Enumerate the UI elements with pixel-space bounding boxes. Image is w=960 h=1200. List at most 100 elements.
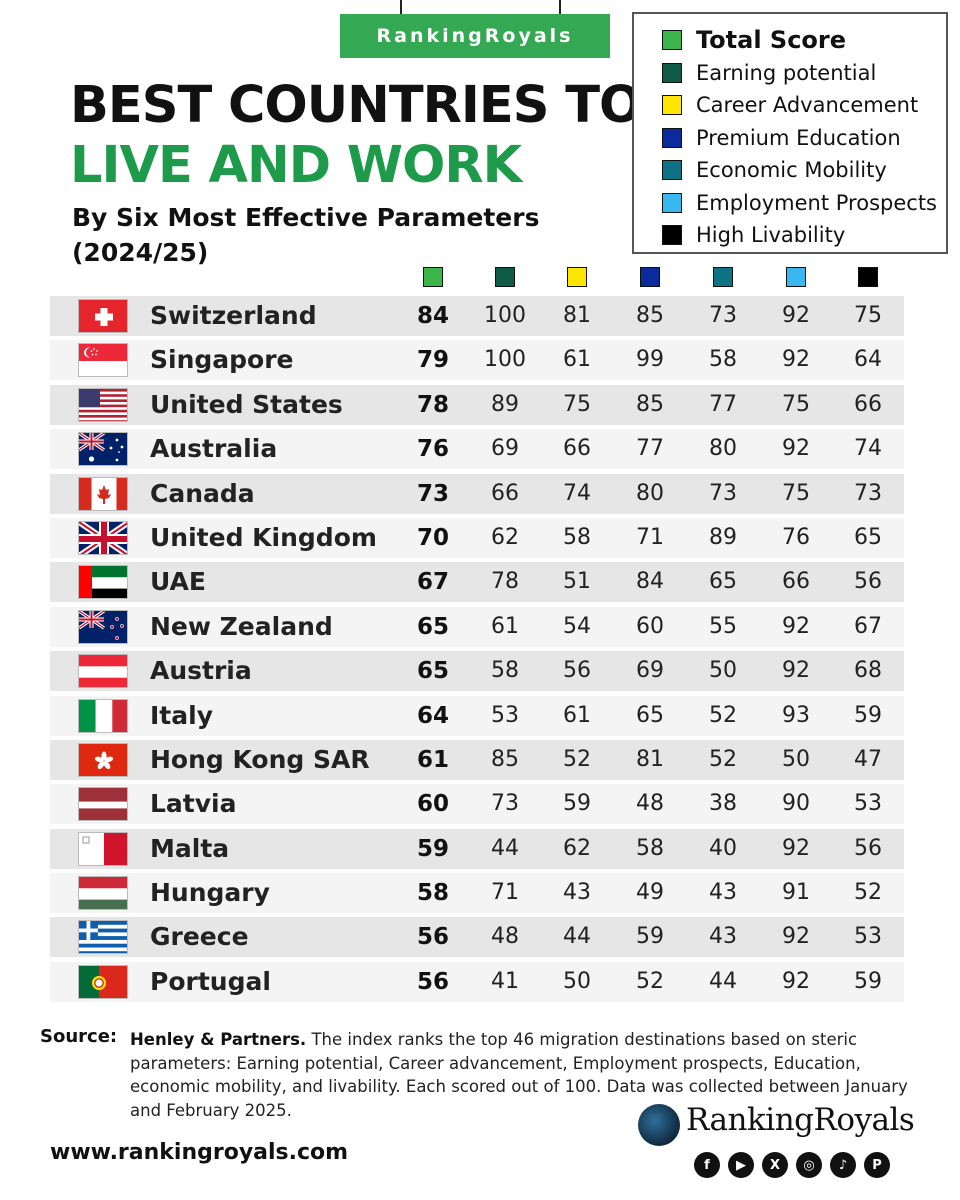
country-name: Malta (150, 833, 230, 863)
employment-prospects-cell: 76 (782, 524, 810, 550)
employment-prospects-cell: 92 (782, 924, 810, 950)
country-name: New Zealand (150, 611, 333, 641)
table-row: Portugal 56 41 50 52 44 92 59 (50, 961, 904, 1002)
table-row: Singapore 79 100 61 99 58 92 64 (50, 340, 904, 381)
high-livability-cell: 66 (854, 391, 882, 417)
country-name: Hungary (150, 878, 270, 908)
high-livability-cell: 65 (854, 524, 882, 550)
economic-mobility-cell: 52 (709, 746, 737, 772)
high-livability-cell: 56 (854, 569, 882, 595)
earning-potential-cell: 78 (491, 569, 519, 595)
career-advancement-cell: 54 (563, 613, 591, 639)
employment-prospects-cell: 92 (782, 968, 810, 994)
economic-mobility-cell: 73 (709, 480, 737, 506)
legend-label: Employment Prospects (696, 190, 937, 215)
switzerland-flag (78, 299, 128, 333)
country-name: United States (150, 389, 343, 419)
earning-potential-cell: 62 (491, 524, 519, 550)
table-row: Canada 73 66 74 80 73 75 73 (50, 473, 904, 514)
hong-kong-flag (78, 742, 128, 777)
economic-mobility-cell: 58 (709, 347, 737, 373)
source-description: The index ranks the top 46 migration des… (130, 1030, 908, 1120)
total-score-cell: 70 (416, 524, 449, 551)
total-score-cell: 79 (416, 347, 449, 374)
legend-label: Earning potential (696, 60, 877, 85)
country-name: Italy (150, 700, 213, 730)
page-title-line2: LIVE AND WORK (70, 136, 522, 195)
earning-potential-cell: 41 (491, 968, 519, 994)
table-row: New Zealand 65 61 54 60 55 92 67 (50, 606, 904, 647)
instagram-icon[interactable]: ◎ (796, 1152, 822, 1178)
table-row: Hungary 58 71 43 49 43 91 52 (50, 873, 904, 914)
premium-education-cell: 59 (636, 924, 664, 950)
legend-swatch (662, 127, 682, 148)
high-livability-cell: 73 (854, 480, 882, 506)
career-advancement-cell: 52 (563, 746, 591, 772)
premium-education-cell: 48 (636, 791, 664, 817)
latvia-flag (78, 787, 128, 822)
total-score-cell: 73 (416, 480, 449, 507)
column-swatch-economic-mobility (713, 267, 733, 287)
table-row: Hong Kong SAR 61 85 52 81 52 50 47 (50, 739, 904, 780)
high-livability-cell: 74 (854, 436, 882, 462)
employment-prospects-cell: 91 (782, 880, 810, 906)
subtitle-line2: (2024/25) (72, 238, 209, 267)
column-swatch-high-livability (858, 267, 878, 287)
table-row: Australia 76 69 66 77 80 92 74 (50, 429, 904, 470)
canada-flag (78, 476, 128, 511)
career-advancement-cell: 61 (563, 347, 591, 373)
employment-prospects-cell: 90 (782, 791, 810, 817)
premium-education-cell: 52 (636, 968, 664, 994)
premium-education-cell: 60 (636, 613, 664, 639)
legend-label: Economic Mobility (696, 158, 887, 183)
earning-potential-cell: 100 (484, 303, 526, 328)
tiktok-icon[interactable]: ♪ (830, 1152, 856, 1178)
earning-potential-cell: 48 (491, 924, 519, 950)
malta-flag (78, 831, 128, 866)
career-advancement-cell: 56 (563, 658, 591, 684)
economic-mobility-cell: 89 (709, 524, 737, 550)
legend-swatch (662, 192, 682, 213)
career-advancement-cell: 51 (563, 569, 591, 595)
premium-education-cell: 99 (636, 347, 664, 373)
total-score-cell: 60 (416, 791, 449, 818)
employment-prospects-cell: 75 (782, 480, 810, 506)
economic-mobility-cell: 43 (709, 924, 737, 950)
employment-prospects-cell: 92 (782, 436, 810, 462)
employment-prospects-cell: 92 (782, 835, 810, 861)
earning-potential-cell: 85 (491, 746, 519, 772)
legend-item-high-livability: High Livability (662, 219, 946, 252)
career-advancement-cell: 75 (563, 391, 591, 417)
employment-prospects-cell: 50 (782, 746, 810, 772)
earning-potential-cell: 73 (491, 791, 519, 817)
employment-prospects-cell: 92 (782, 303, 810, 328)
career-advancement-cell: 58 (563, 524, 591, 550)
pinterest-icon[interactable]: P (864, 1152, 890, 1178)
country-name: Australia (150, 434, 278, 464)
total-score-cell: 78 (416, 391, 449, 418)
italy-flag (78, 698, 128, 733)
legend-swatch (662, 225, 682, 246)
high-livability-cell: 47 (854, 746, 882, 772)
table-row: Greece 56 48 44 59 43 92 53 (50, 917, 904, 958)
career-advancement-cell: 61 (563, 702, 591, 728)
premium-education-cell: 81 (636, 746, 664, 772)
facebook-icon[interactable]: f (694, 1152, 720, 1178)
portugal-flag (78, 964, 128, 999)
australia-flag (78, 432, 128, 467)
employment-prospects-cell: 75 (782, 391, 810, 417)
youtube-icon[interactable]: ▶ (728, 1152, 754, 1178)
employment-prospects-cell: 93 (782, 702, 810, 728)
economic-mobility-cell: 40 (709, 835, 737, 861)
high-livability-cell: 53 (854, 924, 882, 950)
austria-flag (78, 654, 128, 689)
united-kingdom-flag (78, 520, 128, 555)
hanging-line-right (559, 0, 561, 14)
career-advancement-cell: 66 (563, 436, 591, 462)
premium-education-cell: 77 (636, 436, 664, 462)
x-icon[interactable]: X (762, 1152, 788, 1178)
career-advancement-cell: 59 (563, 791, 591, 817)
high-livability-cell: 59 (854, 968, 882, 994)
website-link[interactable]: www.rankingroyals.com (50, 1140, 349, 1165)
brand-tag: RankingRoyals (340, 14, 610, 58)
